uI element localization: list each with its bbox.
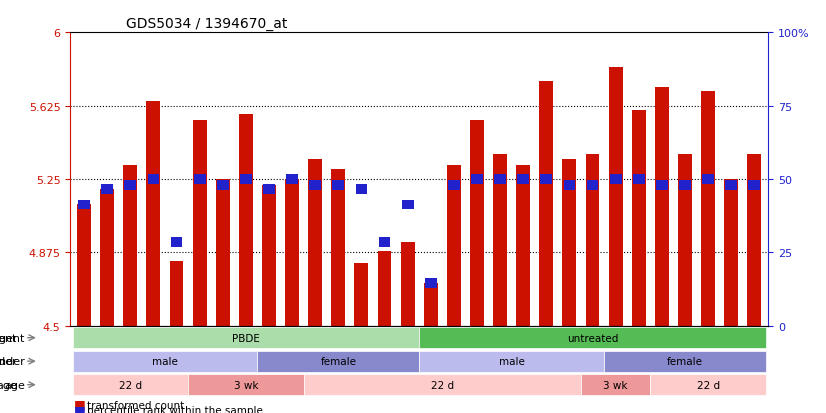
Bar [123, 166, 137, 326]
Bar [679, 180, 691, 190]
Bar [262, 185, 276, 326]
Bar [286, 175, 298, 185]
Text: male: male [152, 356, 178, 366]
Bar [309, 180, 321, 190]
FancyBboxPatch shape [73, 374, 188, 395]
FancyBboxPatch shape [650, 374, 766, 395]
Bar [678, 154, 692, 326]
Bar [332, 180, 344, 190]
Bar [377, 252, 392, 326]
Text: transformed count: transformed count [87, 400, 184, 410]
Text: GDS5034 / 1394670_at: GDS5034 / 1394670_at [126, 17, 287, 31]
FancyBboxPatch shape [188, 374, 304, 395]
Bar [125, 180, 136, 190]
Text: ■: ■ [74, 397, 86, 410]
Bar [78, 200, 90, 210]
Text: gender: gender [0, 356, 17, 366]
Bar [516, 166, 530, 326]
FancyBboxPatch shape [258, 351, 420, 372]
FancyBboxPatch shape [420, 328, 766, 349]
Bar [586, 180, 598, 190]
Bar [540, 175, 553, 185]
Bar [447, 166, 461, 326]
Bar [725, 180, 737, 190]
Bar [146, 102, 160, 326]
Bar [632, 111, 646, 326]
Text: female: female [667, 356, 703, 366]
Bar [702, 175, 714, 185]
Bar [471, 175, 483, 185]
Bar [586, 154, 600, 326]
Bar [240, 175, 252, 185]
Text: ■: ■ [74, 403, 86, 413]
Bar [470, 121, 484, 326]
Text: 22 d: 22 d [119, 380, 142, 390]
Text: PBDE: PBDE [232, 333, 260, 343]
Bar [216, 180, 230, 326]
Bar [724, 180, 738, 326]
Bar [493, 154, 507, 326]
Text: untreated: untreated [567, 333, 618, 343]
Bar [194, 175, 206, 185]
Bar [192, 121, 206, 326]
FancyBboxPatch shape [73, 351, 258, 372]
FancyBboxPatch shape [420, 351, 604, 372]
Bar [217, 180, 229, 190]
Bar [263, 185, 275, 194]
Text: agent: agent [0, 333, 25, 343]
Text: agent: agent [0, 333, 17, 343]
Text: 3 wk: 3 wk [234, 380, 258, 390]
Bar [494, 175, 506, 185]
Bar [563, 180, 576, 190]
Text: age: age [4, 380, 25, 390]
Bar [448, 180, 460, 190]
Text: percentile rank within the sample: percentile rank within the sample [87, 406, 263, 413]
Bar [401, 200, 414, 210]
Text: 22 d: 22 d [696, 380, 719, 390]
Bar [539, 82, 553, 326]
Bar [425, 278, 437, 288]
Bar [633, 175, 644, 185]
Bar [701, 92, 715, 326]
Bar [563, 160, 577, 326]
Bar [655, 88, 669, 326]
Bar [609, 68, 623, 326]
FancyBboxPatch shape [604, 351, 766, 372]
Text: age: age [0, 380, 17, 390]
Bar [102, 185, 113, 194]
Text: 22 d: 22 d [430, 380, 453, 390]
Bar [100, 189, 114, 326]
Bar [355, 185, 368, 194]
Bar [401, 242, 415, 326]
Bar [148, 175, 159, 185]
FancyBboxPatch shape [73, 328, 420, 349]
FancyBboxPatch shape [304, 374, 581, 395]
Text: gender: gender [0, 356, 25, 366]
Bar [656, 180, 667, 190]
Text: male: male [499, 356, 525, 366]
Bar [308, 160, 322, 326]
Bar [285, 180, 299, 326]
Bar [424, 283, 438, 326]
Bar [331, 170, 345, 326]
Bar [77, 205, 91, 326]
Bar [610, 175, 621, 185]
FancyBboxPatch shape [581, 374, 650, 395]
Bar [169, 262, 183, 326]
Bar [239, 115, 253, 326]
Bar [748, 154, 762, 326]
Bar [378, 237, 391, 247]
Bar [748, 180, 760, 190]
Bar [171, 237, 183, 247]
Bar [517, 175, 529, 185]
Text: female: female [320, 356, 356, 366]
Bar [354, 263, 368, 326]
Text: 3 wk: 3 wk [604, 380, 628, 390]
